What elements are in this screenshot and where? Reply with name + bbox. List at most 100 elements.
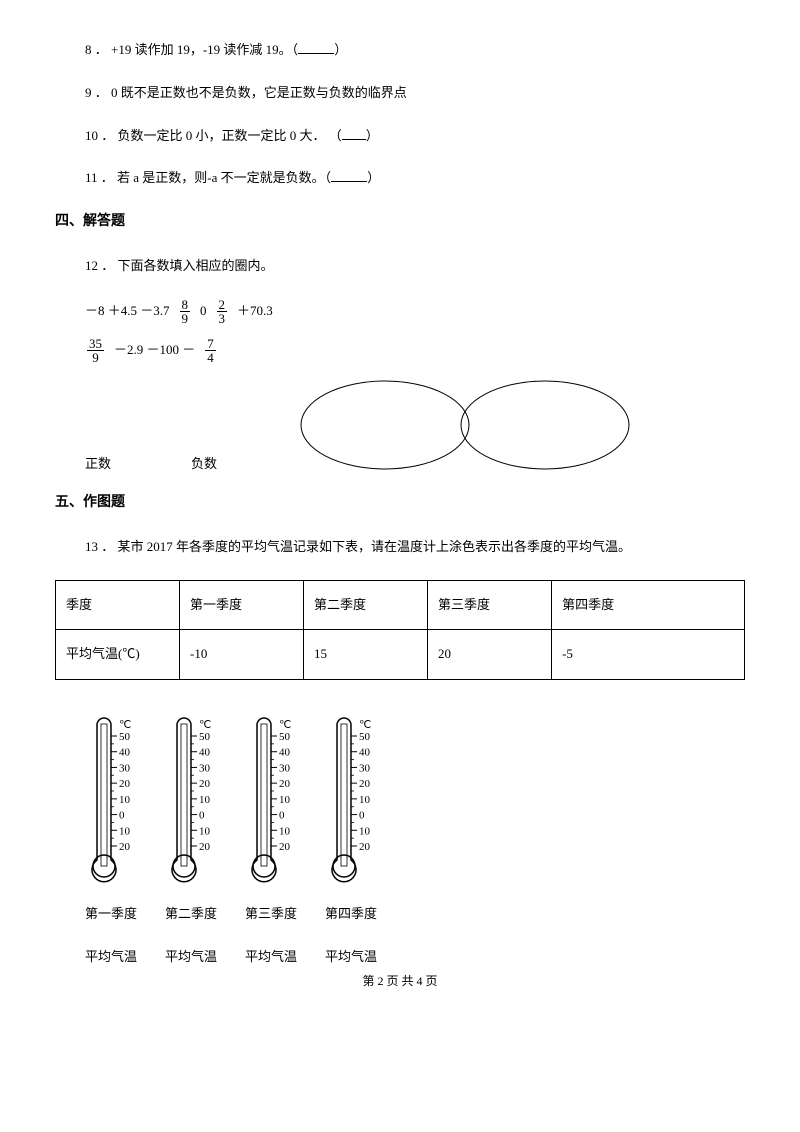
svg-text:20: 20: [199, 778, 211, 790]
q13-num: 13 ．: [85, 539, 114, 554]
svg-text:50: 50: [119, 731, 131, 743]
frac-8-9: 8 9: [180, 298, 191, 325]
question-10: 10 ． 负数一定比 0 小，正数一定比 0 大． （ ）: [85, 126, 745, 147]
q12-text: 下面各数填入相应的圈内。: [118, 258, 274, 273]
svg-text:50: 50: [359, 731, 371, 743]
section-5-title: 五、作图题: [55, 492, 745, 514]
page: 8 ． +19 读作加 19，-19 读作减 19。（ ） 9 ． 0 既不是正数…: [0, 0, 800, 1011]
quarter-label: 第二季度: [165, 904, 245, 925]
quarter-labels-row1: 第一季度 第二季度 第三季度 第四季度: [85, 904, 745, 925]
svg-text:℃: ℃: [199, 719, 211, 731]
table-row: 季度 第一季度 第二季度 第三季度 第四季度: [56, 580, 745, 630]
svg-text:20: 20: [359, 778, 371, 790]
question-11: 11 ． 若 a 是正数，则-a 不一定就是负数。（ ）: [85, 168, 745, 189]
svg-text:20: 20: [119, 778, 131, 790]
q8-blank[interactable]: [298, 40, 334, 54]
svg-text:10: 10: [359, 794, 371, 806]
avg-label: 平均气温: [245, 947, 325, 968]
question-12: 12 ． 下面各数填入相应的圈内。: [85, 256, 745, 277]
svg-text:40: 40: [119, 747, 131, 759]
svg-text:0: 0: [199, 810, 205, 822]
q11-a: 若 a 是正数，则-a 不一定就是负数。（: [117, 170, 331, 185]
q11-b: ）: [367, 170, 380, 185]
q12-num: 12 ．: [85, 258, 114, 273]
cell-q1: -10: [180, 630, 304, 680]
svg-text:30: 30: [119, 763, 131, 775]
svg-text:10: 10: [279, 794, 291, 806]
svg-text:40: 40: [199, 747, 211, 759]
oval-row: 正数 负数: [85, 376, 745, 474]
svg-text:℃: ℃: [359, 719, 371, 731]
svg-text:20: 20: [359, 841, 371, 853]
svg-text:0: 0: [119, 810, 125, 822]
expr1-a: －8 ＋4.5 －3.7: [85, 301, 170, 322]
temperature-table: 季度 第一季度 第二季度 第三季度 第四季度 平均气温(℃) -10 15 20…: [55, 580, 745, 681]
row-label: 平均气温(℃): [56, 630, 180, 680]
oval-label-pos: 正数: [85, 454, 145, 475]
svg-text:20: 20: [199, 841, 211, 853]
avg-label: 平均气温: [165, 947, 245, 968]
question-13: 13 ． 某市 2017 年各季度的平均气温记录如下表，请在温度计上涂色表示出各…: [85, 537, 745, 558]
svg-text:10: 10: [199, 825, 211, 837]
th-q1: 第一季度: [180, 580, 304, 630]
svg-text:40: 40: [359, 747, 371, 759]
frac-2-3: 2 3: [217, 298, 228, 325]
oval-label-neg: 负数: [191, 454, 251, 475]
cell-q3: 20: [428, 630, 552, 680]
svg-text:℃: ℃: [279, 719, 291, 731]
expression-row-1: －8 ＋4.5 －3.7 8 9 0 2 3 ＋70.3: [55, 298, 745, 325]
section-4-title: 四、解答题: [55, 211, 745, 233]
th-q3: 第三季度: [428, 580, 552, 630]
svg-text:50: 50: [279, 731, 291, 743]
oval-diagram: [297, 376, 633, 474]
avg-label: 平均气温: [85, 947, 165, 968]
svg-text:10: 10: [119, 794, 131, 806]
svg-text:30: 30: [279, 763, 291, 775]
svg-text:0: 0: [279, 810, 285, 822]
svg-text:40: 40: [279, 747, 291, 759]
svg-text:0: 0: [359, 810, 365, 822]
q11-blank[interactable]: [331, 168, 367, 182]
svg-text:20: 20: [279, 778, 291, 790]
th-q4: 第四季度: [552, 580, 745, 630]
q8-b: ）: [334, 42, 347, 57]
question-8: 8 ． +19 读作加 19，-19 读作减 19。（ ）: [85, 40, 745, 61]
quarter-label: 第一季度: [85, 904, 165, 925]
svg-text:20: 20: [279, 841, 291, 853]
q10-blank[interactable]: [342, 126, 366, 140]
svg-text:10: 10: [199, 794, 211, 806]
cell-q2: 15: [304, 630, 428, 680]
q9-text: 0 既不是正数也不是负数，它是正数与负数的临界点: [111, 85, 407, 100]
q11-num: 11 ．: [85, 170, 114, 185]
quarter-label: 第三季度: [245, 904, 325, 925]
q13-text: 某市 2017 年各季度的平均气温记录如下表，请在温度计上涂色表示出各季度的平均…: [118, 539, 632, 554]
frac-35-9: 35 9: [87, 337, 104, 364]
svg-text:50: 50: [199, 731, 211, 743]
th-q2: 第二季度: [304, 580, 428, 630]
th-season: 季度: [56, 580, 180, 630]
svg-text:30: 30: [359, 763, 371, 775]
quarter-label: 第四季度: [325, 904, 405, 925]
cell-q4: -5: [552, 630, 745, 680]
q8-num: 8 ．: [85, 42, 108, 57]
frac-7-4: 7 4: [205, 337, 216, 364]
question-9: 9 ． 0 既不是正数也不是负数，它是正数与负数的临界点: [85, 83, 745, 104]
table-row: 平均气温(℃) -10 15 20 -5: [56, 630, 745, 680]
q8-a: +19 读作加 19，-19 读作减 19。（: [111, 42, 298, 57]
svg-text:10: 10: [119, 825, 131, 837]
thermometer-svg: 504030201001020℃504030201001020℃50403020…: [85, 710, 405, 890]
expr1-b: 0: [200, 301, 207, 322]
q10-b: ）: [366, 128, 379, 143]
q10-num: 10 ．: [85, 128, 114, 143]
svg-text:30: 30: [199, 763, 211, 775]
expression-row-2: 35 9 －2.9 －100 － 7 4: [55, 337, 745, 364]
expr1-c: ＋70.3: [237, 301, 273, 322]
svg-text:10: 10: [359, 825, 371, 837]
svg-text:20: 20: [119, 841, 131, 853]
thermometers: 504030201001020℃504030201001020℃50403020…: [85, 710, 745, 890]
q10-a: 负数一定比 0 小，正数一定比 0 大． （: [118, 128, 342, 143]
page-footer: 第 2 页 共 4 页: [55, 972, 745, 991]
svg-text:℃: ℃: [119, 719, 131, 731]
avg-label: 平均气温: [325, 947, 405, 968]
expr2-a: －2.9 －100 －: [114, 340, 195, 361]
